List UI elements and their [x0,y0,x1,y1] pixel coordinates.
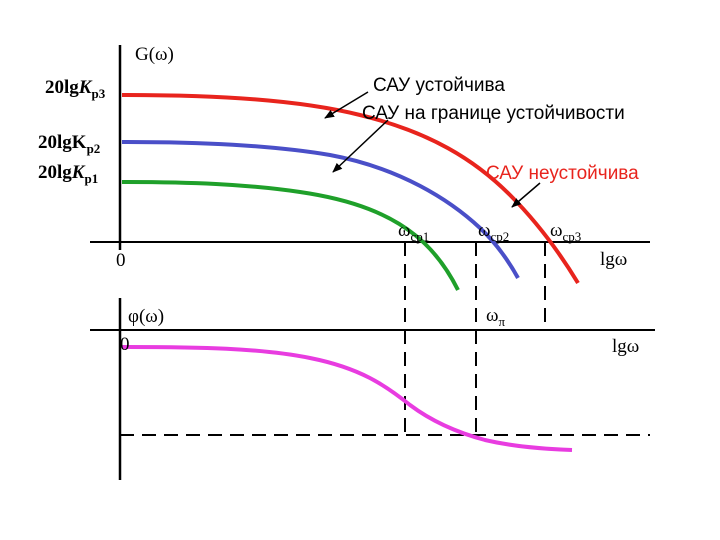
unstable-arrow [511,182,541,208]
dashed-guides [120,242,650,437]
annotation-boundary: САУ на границе устойчивости [362,103,625,124]
lower-origin-label: 0 [120,334,130,355]
upper-x-axis-label: lgω [600,249,627,270]
w-pi-label: ωπ [486,305,506,329]
upper-origin-label: 0 [116,250,126,271]
lower-y-axis-label: φ(ω) [128,306,164,327]
level-kp1-label: 20lgKр1 [38,162,98,186]
level-kp2-label: 20lgKр2 [38,132,100,156]
upper-y-axis-label: G(ω) [135,44,174,65]
curve-phase-magenta [121,345,573,452]
wcp1-label: ωср1 [398,220,429,244]
stable-arrow [324,91,369,119]
wcp2-label: ωср2 [478,220,509,244]
curve-kp1-green [121,180,460,291]
curve-kp3-red [121,93,580,285]
wcp3-label: ωср3 [550,220,581,244]
annotation-stable: САУ устойчива [373,75,505,96]
annotation-unstable: САУ неустойчива [486,163,639,184]
curve-kp2-blue [121,140,520,279]
lower-x-axis-label: lgω [612,336,639,357]
boundary-arrow [332,119,389,173]
level-kp3-label: 20lgKр3 [45,77,106,101]
